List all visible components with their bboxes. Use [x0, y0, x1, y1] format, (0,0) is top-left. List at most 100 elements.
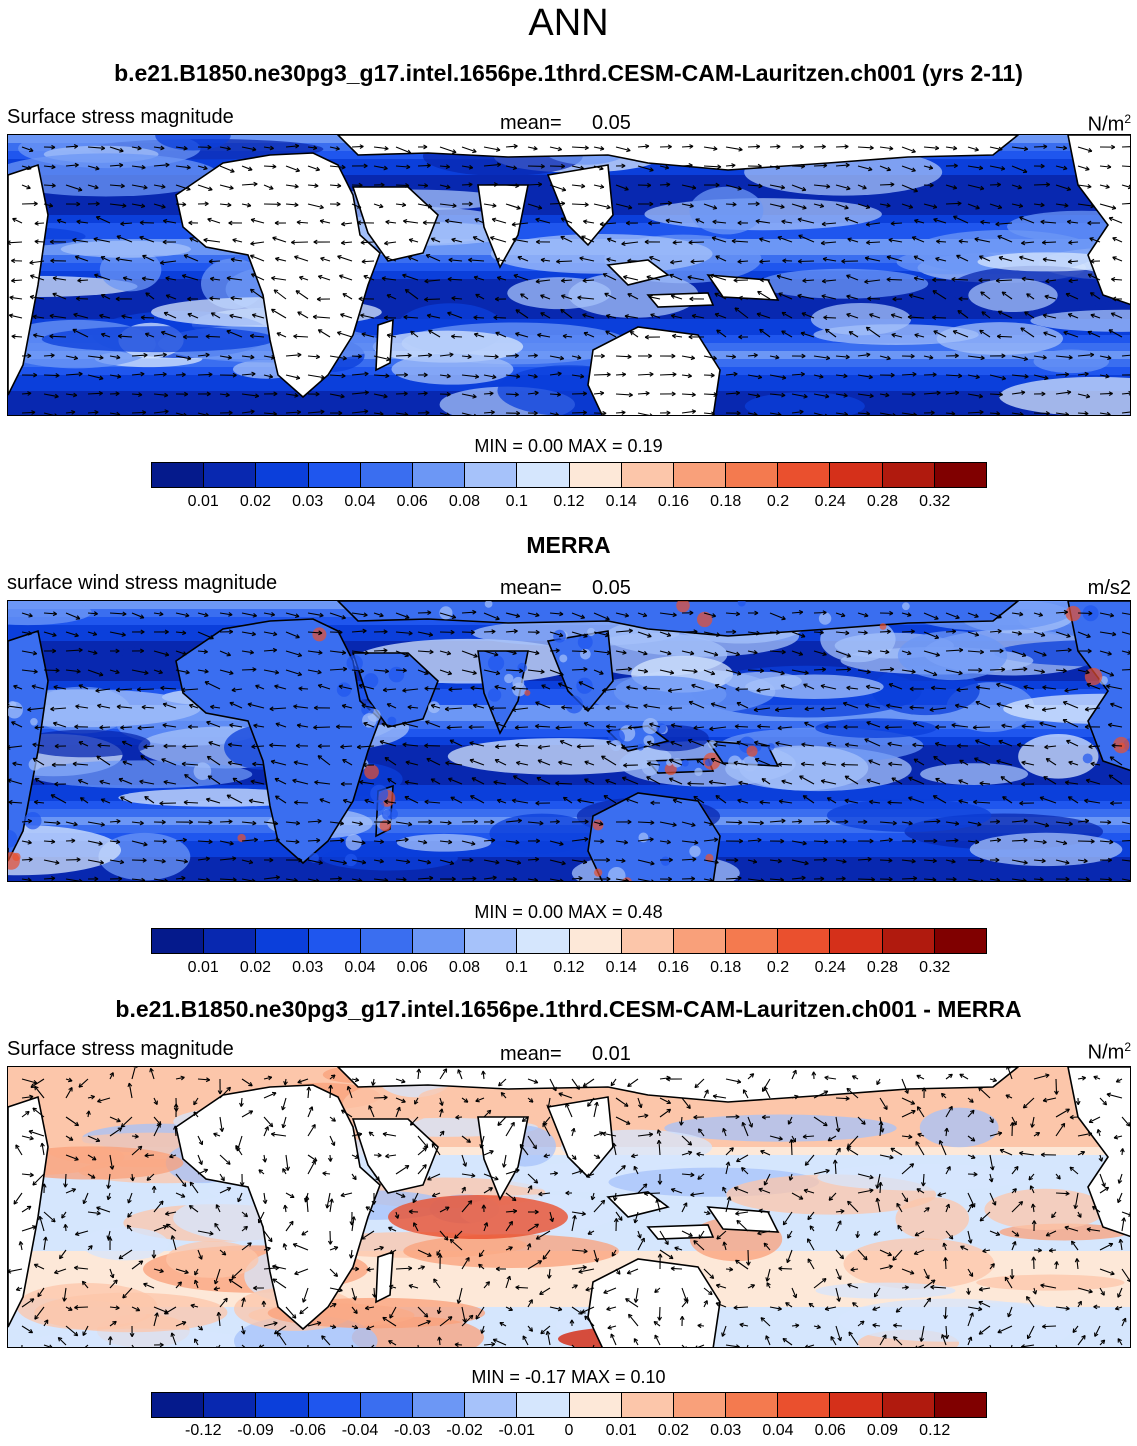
colorbar-box: [204, 463, 257, 487]
colorbar-box: [882, 1393, 935, 1417]
colorbar-box: [673, 463, 727, 487]
colorbar-tick-label: 0.06: [814, 1422, 846, 1439]
panel-1-colorbar: [151, 462, 987, 488]
colorbar-box: [621, 463, 674, 487]
colorbar-tick-label: 0.18: [710, 493, 742, 510]
colorbar-tick-label: 0.12: [553, 959, 585, 976]
colorbar-box: [621, 929, 674, 953]
colorbar-tick-label: 0.09: [866, 1422, 899, 1439]
panel-1-mean-value: 0.05: [592, 112, 631, 134]
panel-3-colorbar: [151, 1392, 987, 1418]
colorbar-tick-label: 0.03: [292, 959, 324, 976]
colorbar-box: [726, 1393, 779, 1417]
colorbar-tick-label: 0.02: [239, 493, 272, 510]
colorbar-box: [465, 1393, 518, 1417]
panel-3-minmax: MIN = -0.17 MAX = 0.10: [471, 1367, 666, 1387]
colorbar-tick-label: 0.24: [814, 493, 846, 510]
colorbar-tick-label: 0.14: [605, 493, 637, 510]
colorbar-box: [412, 929, 466, 953]
panel-3-heading: b.e21.B1850.ne30pg3_g17.intel.1656pe.1th…: [115, 996, 1022, 1022]
colorbar-box: [673, 1393, 727, 1417]
colorbar-box: [308, 463, 361, 487]
colorbar-box: [726, 463, 779, 487]
colorbar-tick-label: -0.03: [394, 1422, 431, 1439]
colorbar-tick-label: 0.32: [919, 959, 951, 976]
colorbar-box: [465, 463, 518, 487]
panel-2-map-canvas: [8, 601, 1130, 881]
colorbar-box: [569, 463, 622, 487]
colorbar-tick-label: 0.1: [505, 493, 528, 510]
panel-2-mean-label: mean=: [500, 577, 562, 599]
colorbar-box: [517, 1393, 570, 1417]
colorbar-box: [465, 929, 518, 953]
colorbar-tick-label: 0.04: [762, 1422, 794, 1439]
colorbar-tick-label: 0.02: [239, 959, 272, 976]
colorbar-box: [256, 1393, 309, 1417]
colorbar-box: [778, 463, 831, 487]
colorbar-tick-label: 0.06: [396, 959, 428, 976]
panel-2-minmax: MIN = 0.00 MAX = 0.48: [474, 902, 663, 922]
colorbar-box: [256, 463, 309, 487]
colorbar-box: [673, 929, 727, 953]
colorbar-tick-label: 0.04: [344, 959, 376, 976]
colorbar-box: [882, 463, 935, 487]
panel-3-mean-label: mean=: [500, 1043, 562, 1065]
colorbar-box: [934, 1393, 986, 1417]
colorbar-tick-label: 0.16: [657, 493, 690, 510]
colorbar-box: [360, 929, 413, 953]
panel-2-mean-value: 0.05: [592, 577, 631, 599]
colorbar-tick-label: 0.02: [657, 1422, 690, 1439]
colorbar-tick-label: 0.12: [919, 1422, 951, 1439]
panel-2-colorbar: [151, 928, 987, 954]
panel-3-colorbar-labels: -0.12 -0.09 -0.06 -0.04 -0.03 -0.02 -0.01 0 0.01…: [151, 1422, 987, 1444]
colorbar-tick-label: 0.08: [448, 493, 481, 510]
panel-1-map-canvas: [8, 135, 1130, 415]
panel-3-variable: Surface stress magnitude: [7, 1038, 234, 1060]
panel-1-colorbar-labels: 0.01 0.02 0.03 0.04 0.06 0.08 0.1 0.12 0.14 0.16 0…: [151, 493, 987, 515]
colorbar-box: [934, 463, 986, 487]
colorbar-tick-label: 0.08: [448, 959, 481, 976]
panel-2-map: [7, 600, 1131, 882]
colorbar-tick-label: 0.03: [710, 1422, 742, 1439]
colorbar-tick-label: 0.01: [605, 1422, 637, 1439]
colorbar-tick-label: 0.24: [814, 959, 846, 976]
colorbar-tick-label: 0.2: [766, 493, 790, 510]
colorbar-tick-label: 0.16: [657, 959, 690, 976]
panel-1-mean-label: mean=: [500, 112, 562, 134]
colorbar-tick-label: 0.18: [710, 959, 742, 976]
colorbar-box: [204, 929, 257, 953]
colorbar-box: [726, 929, 779, 953]
colorbar-box: [204, 1393, 257, 1417]
colorbar-tick-label: 0.06: [396, 493, 428, 510]
panel-3-units: N/m2: [1087, 1040, 1131, 1064]
colorbar-tick-label: 0.04: [344, 493, 376, 510]
colorbar-tick-label: 0.14: [605, 959, 637, 976]
colorbar-box: [412, 1393, 466, 1417]
colorbar-tick-label: 0.2: [766, 959, 790, 976]
colorbar-tick-label: 0.01: [187, 493, 219, 510]
colorbar-box: [152, 929, 205, 953]
colorbar-tick-label: -0.04: [341, 1422, 379, 1439]
colorbar-box: [517, 463, 570, 487]
panel-1-minmax: MIN = 0.00 MAX = 0.19: [474, 436, 663, 456]
colorbar-tick-label: -0.12: [185, 1422, 222, 1439]
colorbar-box: [882, 929, 935, 953]
colorbar-box: [569, 1393, 622, 1417]
colorbar-tick-label: 0.03: [292, 493, 324, 510]
panel-1-units: N/m2: [1087, 112, 1131, 136]
colorbar-box: [517, 929, 570, 953]
colorbar-tick-label: -0.02: [446, 1422, 483, 1439]
panel-1-map: [7, 134, 1131, 416]
colorbar-box: [569, 929, 622, 953]
colorbar-box: [152, 463, 205, 487]
panel-2-units: m/s2: [1087, 577, 1131, 599]
panel-2-heading: MERRA: [526, 532, 611, 558]
panel-3-map-canvas: [8, 1067, 1130, 1347]
colorbar-box: [412, 463, 466, 487]
colorbar-tick-label: 0.28: [866, 959, 899, 976]
panel-1-heading: b.e21.B1850.ne30pg3_g17.intel.1656pe.1th…: [114, 60, 1023, 86]
colorbar-tick-label: -0.06: [289, 1422, 326, 1439]
colorbar-tick-label: 0.01: [187, 959, 219, 976]
colorbar-box: [778, 929, 831, 953]
colorbar-box: [934, 929, 986, 953]
